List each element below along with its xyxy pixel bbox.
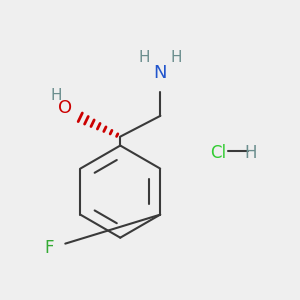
Text: Cl: Cl (210, 144, 226, 162)
Text: O: O (58, 99, 72, 117)
Text: F: F (44, 239, 54, 257)
Text: H: H (138, 50, 150, 65)
Text: N: N (154, 64, 167, 82)
Text: H: H (51, 88, 62, 103)
Text: H: H (171, 50, 182, 65)
Text: H: H (245, 144, 257, 162)
